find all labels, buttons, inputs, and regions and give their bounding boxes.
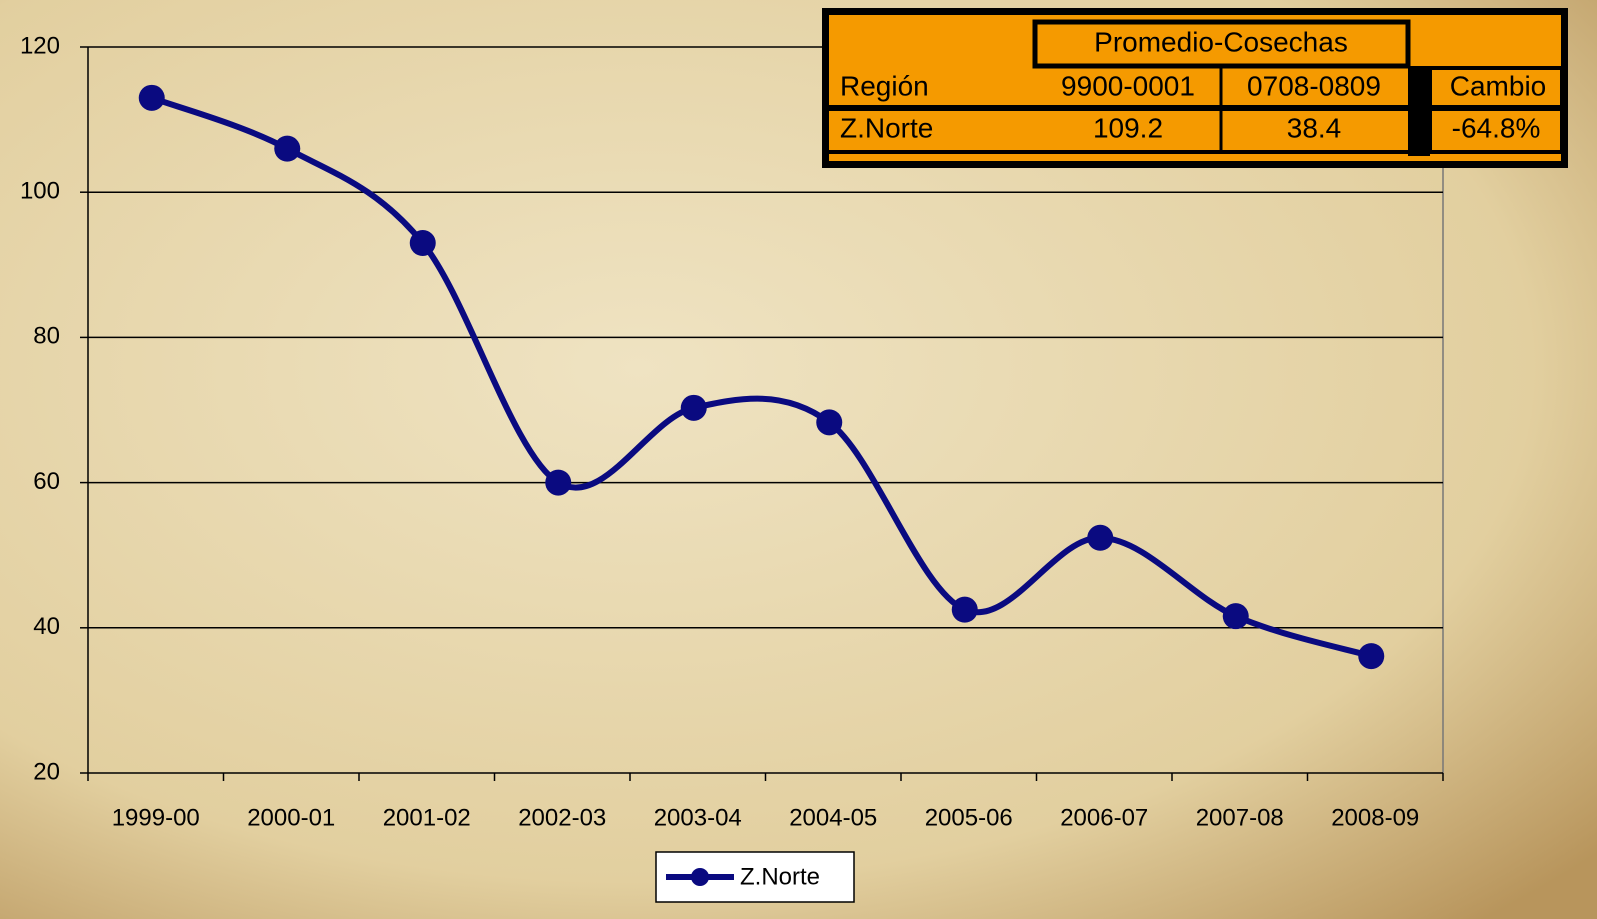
legend-label: Z.Norte	[740, 863, 820, 890]
data-point	[951, 596, 978, 623]
x-tick-label: 2004-05	[789, 804, 877, 831]
y-tick-label: 80	[33, 323, 60, 350]
legend: Z.Norte	[655, 851, 855, 903]
table-cell-text: 109.2	[1093, 112, 1163, 143]
x-tick-label: 2007-08	[1196, 804, 1284, 831]
table-cell	[1428, 66, 1564, 154]
data-point	[1087, 524, 1114, 551]
y-tick-label: 40	[33, 613, 60, 640]
y-tick-label: 120	[20, 32, 60, 59]
data-point	[409, 230, 436, 257]
data-point	[274, 135, 301, 162]
x-tick-label: 2000-01	[247, 804, 335, 831]
table-header: Promedio-Cosechas	[1094, 26, 1348, 57]
y-tick-label: 20	[33, 758, 60, 785]
table-cell-text: Z.Norte	[840, 112, 933, 143]
x-tick-label: 2006-07	[1060, 804, 1148, 831]
table-cell-text: 38.4	[1287, 112, 1342, 143]
y-tick-label: 60	[33, 468, 60, 495]
legend-marker	[691, 868, 709, 886]
data-point	[680, 394, 707, 421]
data-table: Promedio-Cosechas Región 9900-0001 0708-…	[822, 8, 1568, 168]
data-point	[545, 469, 572, 496]
x-tick-label: 2008-09	[1331, 804, 1419, 831]
x-tick-label: 2003-04	[654, 804, 742, 831]
data-point	[1358, 643, 1385, 670]
table-header-cell	[1032, 19, 1411, 69]
y-tick-label: 100	[20, 178, 60, 205]
x-tick-label: 1999-00	[112, 804, 200, 831]
data-point	[816, 409, 843, 436]
x-tick-label: 2001-02	[383, 804, 471, 831]
table-gap	[1408, 66, 1430, 156]
table-column: 9900-0001	[1061, 70, 1195, 101]
plot-area: 20 40 60 80 100 120 1999-00 2000-01 2001-02 2002-…	[20, 32, 1444, 903]
table-cell-text: -64.8%	[1452, 112, 1541, 143]
data-point	[1222, 603, 1249, 630]
data-point	[138, 84, 165, 111]
x-tick-label: 2005-06	[925, 804, 1013, 831]
series-line	[150, 95, 1373, 659]
table-column: 0708-0809	[1247, 70, 1381, 101]
table-column: Cambio	[1450, 70, 1546, 101]
table-column: Región	[840, 70, 929, 101]
x-tick-label: 2002-03	[518, 804, 606, 831]
